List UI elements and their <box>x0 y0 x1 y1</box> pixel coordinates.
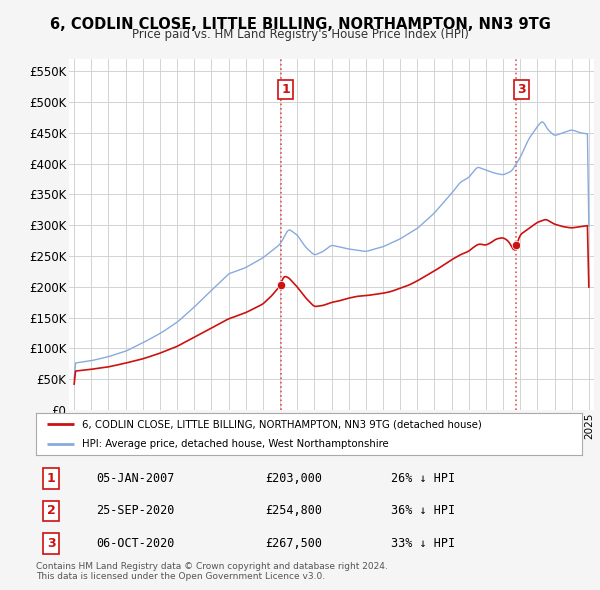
Text: 06-OCT-2020: 06-OCT-2020 <box>96 537 175 550</box>
Text: 1: 1 <box>281 83 290 96</box>
Text: 36% ↓ HPI: 36% ↓ HPI <box>391 504 455 517</box>
Text: 6, CODLIN CLOSE, LITTLE BILLING, NORTHAMPTON, NN3 9TG (detached house): 6, CODLIN CLOSE, LITTLE BILLING, NORTHAM… <box>82 419 482 430</box>
Text: 25-SEP-2020: 25-SEP-2020 <box>96 504 175 517</box>
Text: Price paid vs. HM Land Registry's House Price Index (HPI): Price paid vs. HM Land Registry's House … <box>131 28 469 41</box>
Text: 26% ↓ HPI: 26% ↓ HPI <box>391 472 455 485</box>
Text: Contains HM Land Registry data © Crown copyright and database right 2024.
This d: Contains HM Land Registry data © Crown c… <box>36 562 388 581</box>
Text: £254,800: £254,800 <box>265 504 322 517</box>
Text: £267,500: £267,500 <box>265 537 322 550</box>
Text: 1: 1 <box>47 472 56 485</box>
Text: £203,000: £203,000 <box>265 472 322 485</box>
Text: 3: 3 <box>517 83 526 96</box>
Text: 05-JAN-2007: 05-JAN-2007 <box>96 472 175 485</box>
Text: 33% ↓ HPI: 33% ↓ HPI <box>391 537 455 550</box>
Text: 2: 2 <box>47 504 56 517</box>
Text: 3: 3 <box>47 537 56 550</box>
Text: HPI: Average price, detached house, West Northamptonshire: HPI: Average price, detached house, West… <box>82 439 389 449</box>
Text: 6, CODLIN CLOSE, LITTLE BILLING, NORTHAMPTON, NN3 9TG: 6, CODLIN CLOSE, LITTLE BILLING, NORTHAM… <box>50 17 550 31</box>
